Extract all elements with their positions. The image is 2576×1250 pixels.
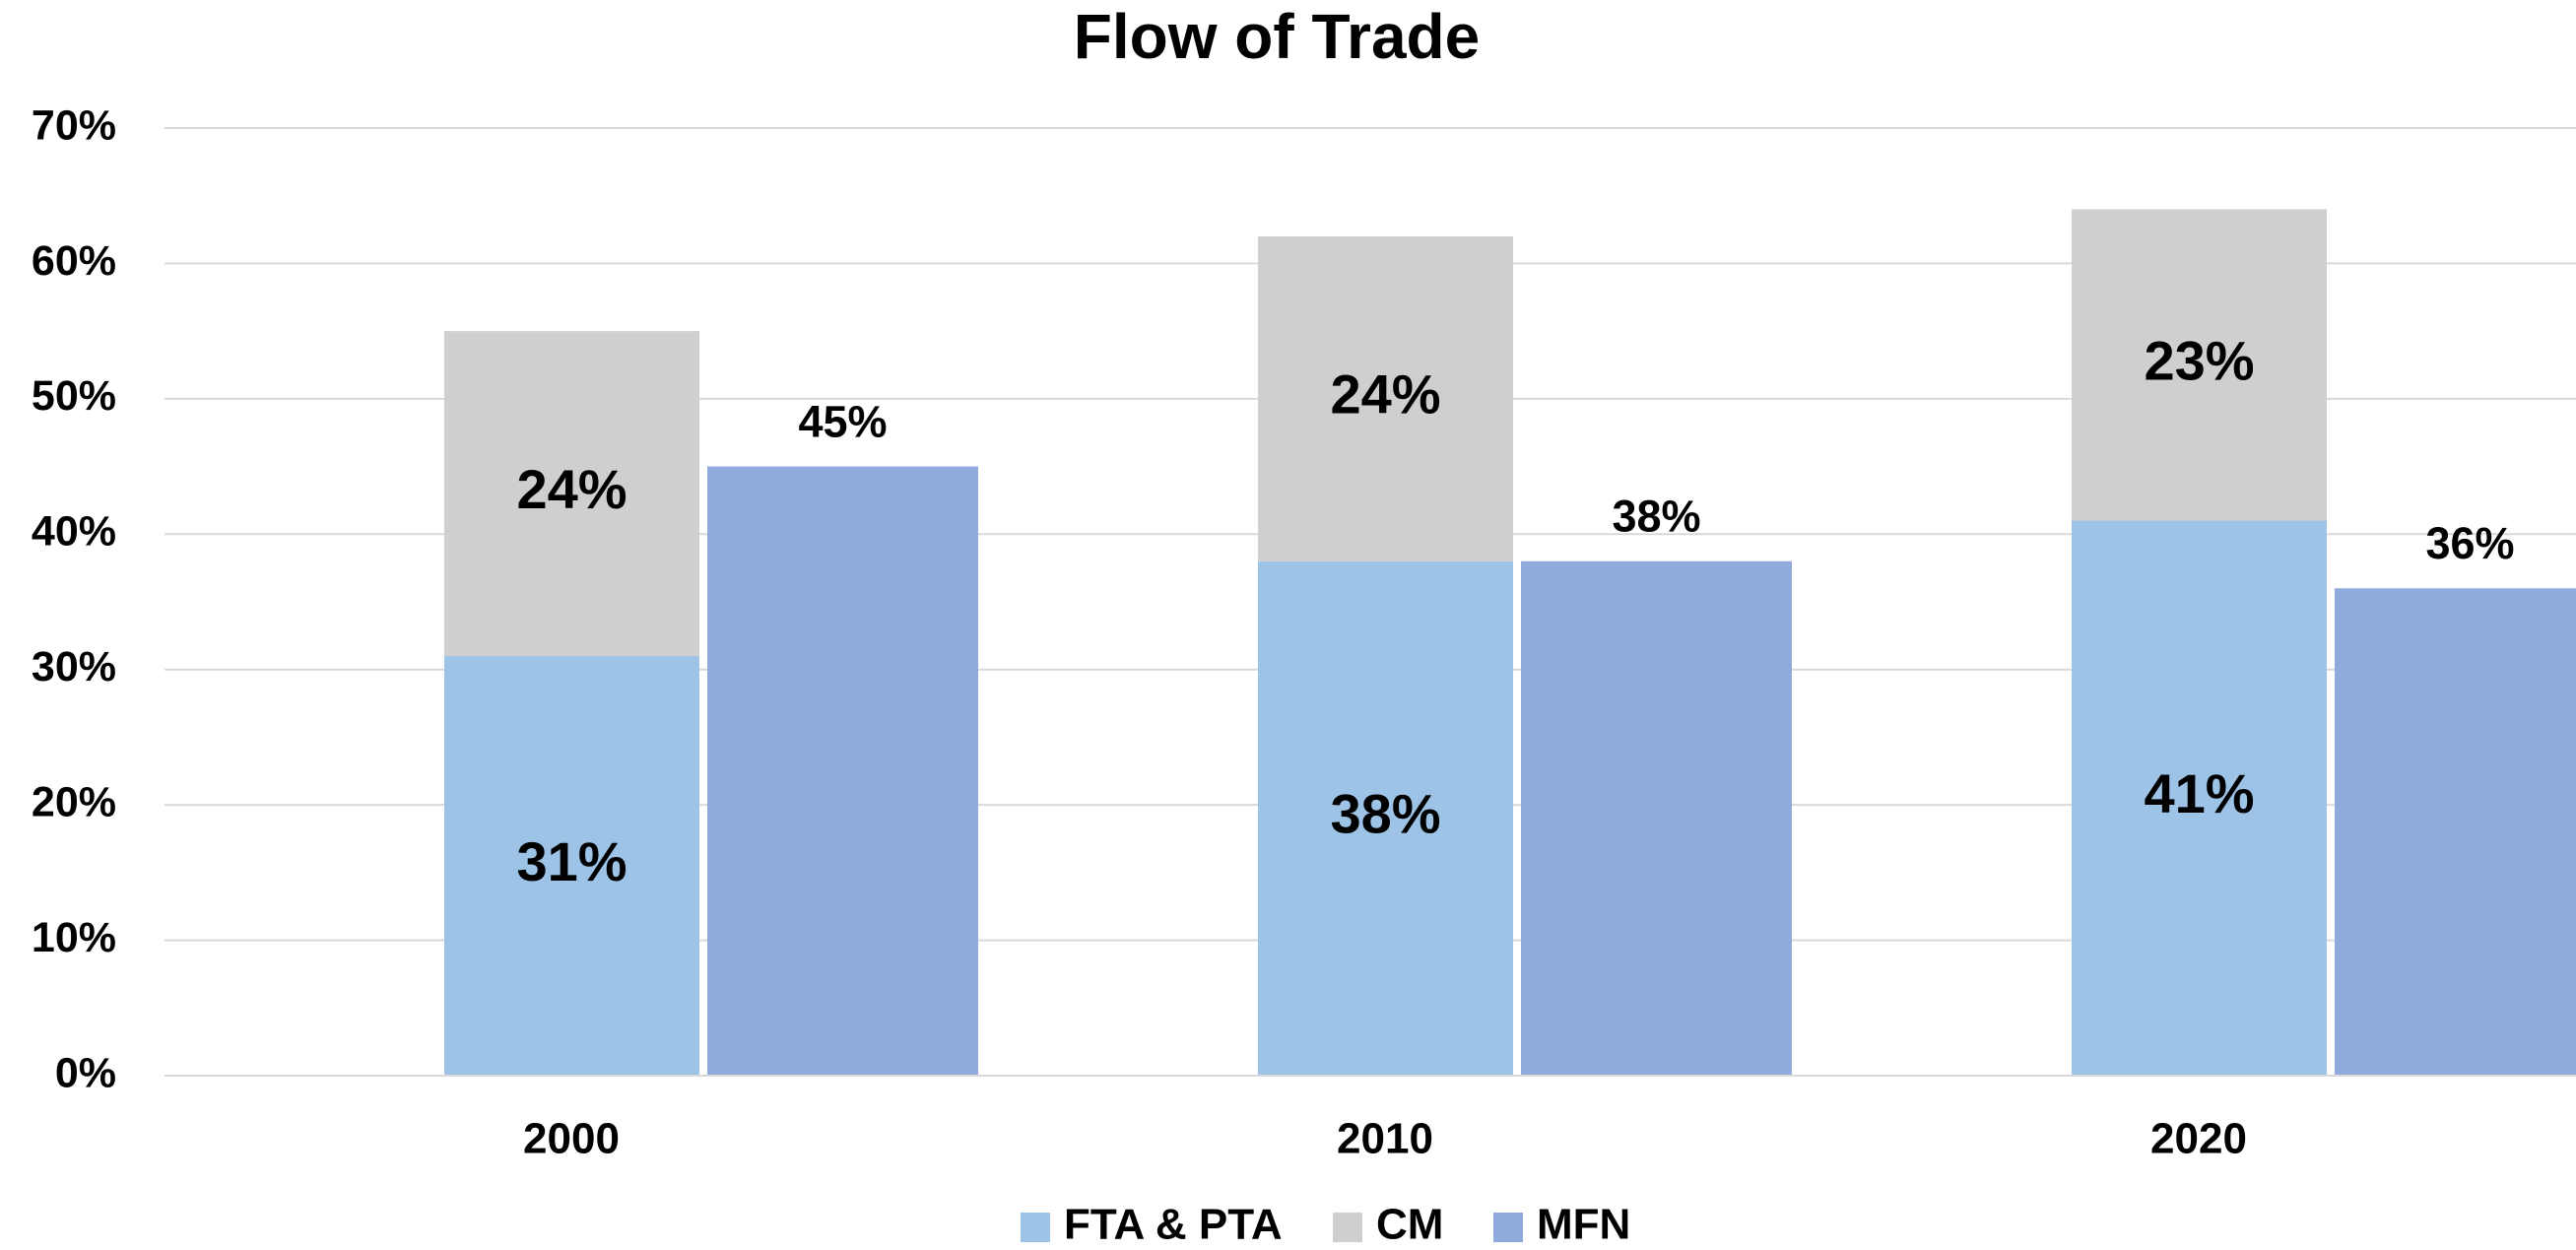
x-tick-label: 2020 xyxy=(2150,1115,2247,1163)
bar xyxy=(444,331,699,656)
y-tick-label: 40% xyxy=(32,508,116,556)
data-label: 36% xyxy=(2425,518,2514,568)
bar xyxy=(1258,235,1513,561)
y-tick-label: 0% xyxy=(55,1049,116,1096)
data-label: 24% xyxy=(516,458,627,520)
data-label: 38% xyxy=(1330,783,1440,845)
y-tick-label: 60% xyxy=(32,237,116,285)
x-tick-label: 2010 xyxy=(1337,1115,1433,1163)
legend-swatch xyxy=(1333,1213,1362,1242)
bar xyxy=(444,655,699,1076)
data-label: 41% xyxy=(2144,762,2254,824)
legend-swatch xyxy=(1493,1213,1523,1242)
bar xyxy=(1258,560,1513,1076)
data-label: 23% xyxy=(2144,329,2254,391)
y-tick-label: 20% xyxy=(32,779,116,826)
y-tick-label: 50% xyxy=(32,372,116,420)
legend-swatch xyxy=(1021,1213,1050,1242)
bar xyxy=(707,466,978,1077)
data-label: 45% xyxy=(798,396,887,446)
y-tick-label: 10% xyxy=(32,914,116,961)
legend-label: CM xyxy=(1376,1201,1443,1249)
bar xyxy=(1521,560,1792,1076)
chart-title: Flow of Trade xyxy=(1074,1,1480,72)
bar xyxy=(2072,209,2327,521)
x-tick-label: 2000 xyxy=(523,1115,620,1163)
legend-label: FTA & PTA xyxy=(1064,1201,1283,1249)
data-label: 31% xyxy=(516,830,627,892)
bar xyxy=(2072,520,2327,1076)
bar xyxy=(2335,588,2576,1076)
legend-label: MFN xyxy=(1537,1201,1630,1249)
data-label: 38% xyxy=(1612,492,1700,542)
y-tick-label: 70% xyxy=(32,101,116,149)
y-tick-label: 30% xyxy=(32,643,116,691)
data-label: 24% xyxy=(1330,363,1440,426)
